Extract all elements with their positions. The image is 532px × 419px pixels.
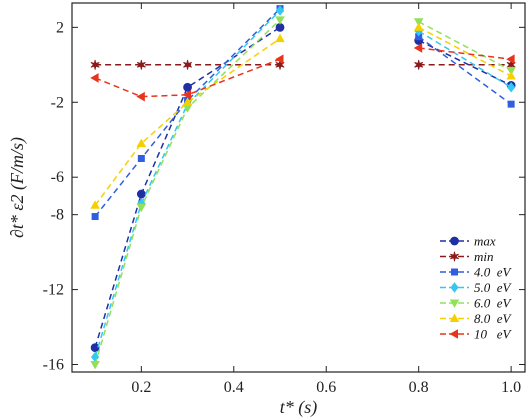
data-point	[90, 59, 100, 70]
data-point	[507, 82, 516, 93]
data-point	[275, 59, 285, 70]
x-axis-title: t* (s)	[280, 397, 318, 418]
data-point	[275, 16, 285, 25]
series-line	[418, 30, 512, 88]
axis-labels: t* (s) ∂t* ε2 (F/m/s)	[7, 137, 317, 418]
series-triangle-left	[90, 43, 515, 102]
legend-marker	[449, 329, 459, 339]
plot-border	[71, 2, 526, 373]
legend-entry: max	[440, 234, 496, 249]
data-point	[90, 200, 100, 209]
data-point	[90, 343, 100, 353]
data-point	[506, 54, 515, 64]
legend-label: 6.0 eV	[474, 296, 513, 311]
series-square	[91, 5, 515, 221]
y-tick-label: -8	[51, 207, 64, 224]
x-tick-label: 0.8	[409, 379, 429, 396]
y-tick-label: -16	[43, 357, 64, 374]
series-line	[94, 58, 281, 98]
plot-frame	[71, 2, 526, 373]
data-point	[413, 22, 424, 31]
axis-ticks: 0.2 0.4 0.6 0.8 1.0 2 -2 -6 -8 -12 -16	[43, 3, 525, 396]
data-point	[182, 89, 192, 100]
legend-label: max	[474, 234, 496, 249]
x-tick-label: 0.4	[224, 379, 244, 396]
data-point	[413, 43, 423, 53]
y-tick-label: -12	[43, 282, 64, 299]
legend-entry: 4.0 eV	[440, 265, 513, 280]
data-point	[413, 18, 424, 27]
series-triangle-up	[90, 22, 516, 209]
legend-label: 10 eV	[474, 327, 513, 342]
data-point	[90, 361, 100, 370]
legend-marker	[450, 268, 458, 276]
data-point	[136, 138, 147, 147]
y-tick-label: 2	[56, 19, 64, 36]
legend-marker	[449, 299, 460, 308]
series-line	[94, 26, 281, 348]
data-point	[137, 154, 145, 162]
data-point	[275, 54, 284, 64]
data-point	[183, 59, 192, 70]
data-point	[90, 73, 99, 83]
y-tick-label: -2	[51, 94, 64, 111]
legend-entry: 5.0 eV	[440, 280, 513, 295]
legend-label: 4.0 eV	[474, 265, 513, 280]
x-tick-label: 0.6	[316, 379, 336, 396]
legend-marker	[450, 236, 459, 246]
data-point	[506, 66, 516, 76]
legend-marker	[450, 282, 459, 293]
data-point	[507, 100, 515, 108]
data-point	[136, 59, 146, 70]
data-point	[275, 5, 285, 16]
series-triangle-down	[90, 16, 516, 370]
y-axis-title: ∂t* ε2 (F/m/s)	[7, 137, 28, 238]
data-point	[91, 213, 99, 221]
series-line	[418, 26, 512, 77]
data-point	[136, 189, 146, 199]
series-star	[90, 59, 516, 70]
legend-label: min	[474, 249, 494, 264]
legend-entry: 8.0 eV	[440, 311, 513, 326]
series-line	[94, 19, 281, 365]
data-point	[183, 82, 192, 92]
series-line	[418, 36, 512, 105]
y-tick-label: -6	[51, 169, 64, 186]
data-point	[506, 71, 516, 80]
series-line	[94, 9, 281, 358]
data-point	[182, 97, 193, 106]
data-point	[275, 33, 285, 43]
data-point	[136, 203, 147, 213]
series-line	[418, 47, 512, 60]
series-line	[418, 21, 512, 72]
x-tick-label: 0.2	[131, 379, 151, 396]
series-line	[94, 8, 281, 218]
legend-entry: min	[440, 249, 494, 264]
legend-label: 5.0 eV	[474, 280, 513, 295]
legend-entry: 10 eV	[440, 327, 513, 342]
series-layer	[90, 5, 516, 370]
legend-label: 8.0 eV	[474, 311, 513, 326]
legend-marker	[449, 313, 460, 323]
data-point	[414, 59, 424, 70]
x-tick-label: 1.0	[501, 379, 521, 396]
series-diamond	[91, 5, 516, 363]
series-line	[94, 37, 281, 206]
legend-entry: 6.0 eV	[440, 296, 513, 311]
legend-marker	[450, 251, 459, 262]
data-point	[136, 91, 145, 102]
